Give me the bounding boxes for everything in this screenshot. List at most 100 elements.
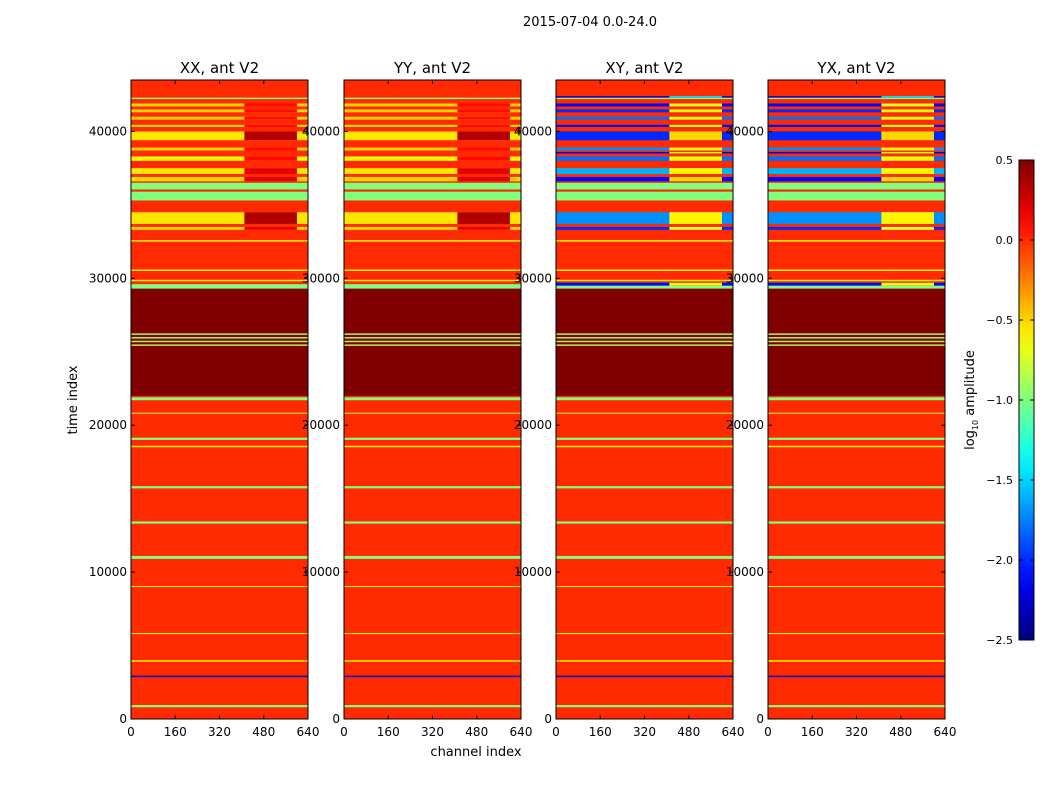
- heatmap-band: [344, 633, 521, 635]
- y-tick-label: 10000: [89, 565, 127, 579]
- heatmap-band: [131, 397, 308, 401]
- colorbar-tick-label: 0.0: [996, 234, 1014, 247]
- heatmap-band: [344, 333, 521, 335]
- heatmap-band-hot-channels: [669, 124, 722, 128]
- heatmap-band-hot-channels: [244, 176, 297, 182]
- y-axis-label: time index: [66, 365, 81, 434]
- x-tick-label: 480: [252, 725, 275, 739]
- heatmap-band-hot-channels: [244, 156, 297, 161]
- heatmap-band: [344, 279, 521, 282]
- y-tick-label: 40000: [302, 124, 340, 138]
- heatmap-band-hot-channels: [457, 226, 510, 230]
- heatmap-band: [768, 437, 945, 440]
- heatmap-band: [768, 282, 945, 286]
- heatmap-band: [768, 344, 945, 346]
- x-tick-label: 480: [889, 725, 912, 739]
- heatmap-band: [768, 147, 945, 151]
- heatmap-band: [131, 675, 308, 678]
- y-tick-label: 30000: [726, 271, 764, 285]
- heatmap-band: [768, 412, 945, 414]
- y-tick-label: 0: [756, 712, 764, 726]
- y-tick-label: 20000: [89, 418, 127, 432]
- heatmap-band: [344, 437, 521, 440]
- heatmap-band: [131, 226, 308, 230]
- heatmap-band: [344, 586, 521, 588]
- heatmap-band: [768, 182, 945, 190]
- heatmap-band: [556, 109, 733, 113]
- heatmap-band: [556, 103, 733, 107]
- heatmap-band: [768, 586, 945, 588]
- y-tick-label: 20000: [514, 418, 552, 432]
- heatmap-band: [344, 226, 521, 230]
- x-tick-label: 160: [164, 725, 187, 739]
- colorbar-tick-label: −1.0: [986, 394, 1013, 407]
- heatmap-band: [344, 156, 521, 161]
- heatmap-band: [556, 97, 733, 100]
- heatmap-band: [344, 147, 521, 151]
- y-tick-label: 10000: [726, 565, 764, 579]
- x-tick-label: 0: [340, 725, 348, 739]
- colorbar-tick-label: −0.5: [986, 314, 1013, 327]
- heatmap-band: [768, 109, 945, 113]
- heatmap-band: [344, 131, 521, 141]
- heatmap-band: [556, 675, 733, 678]
- heatmap-band-hot-channels: [881, 212, 934, 224]
- heatmap-band: [344, 176, 521, 182]
- figure-title: 2015-07-04 0.0-24.0: [523, 15, 657, 30]
- heatmap-band: [344, 397, 521, 401]
- heatmap-band: [131, 344, 308, 346]
- heatmap-band: [556, 437, 733, 440]
- heatmap-band: [131, 279, 308, 282]
- heatmap-band: [768, 333, 945, 335]
- heatmap-band: [344, 124, 521, 128]
- heatmap-band: [344, 412, 521, 414]
- heatmap-band: [344, 97, 521, 100]
- heatmap-band-hot-channels: [457, 176, 510, 182]
- heatmap-band: [556, 182, 733, 190]
- heatmap-band: [768, 226, 945, 230]
- y-tick-label: 20000: [302, 418, 340, 432]
- heatmap-band: [556, 96, 733, 98]
- heatmap-band-hot-channels: [244, 131, 297, 141]
- heatmap-band: [768, 269, 945, 271]
- heatmap-band: [344, 168, 521, 175]
- heatmap-band: [556, 131, 733, 141]
- heatmap-band: [131, 191, 308, 201]
- heatmap-band: [131, 147, 308, 151]
- x-tick-label: 320: [208, 725, 231, 739]
- heatmap-band: [556, 555, 733, 559]
- heatmap-band: [131, 269, 308, 271]
- heatmap-band: [131, 555, 308, 559]
- heatmap-band: [131, 131, 308, 141]
- colorbar-tick-label: −2.5: [986, 634, 1013, 647]
- heatmap-band-hot-channels: [457, 156, 510, 161]
- heatmap-band: [768, 124, 945, 128]
- heatmap-band: [344, 284, 521, 289]
- heatmap-band: [131, 284, 308, 289]
- heatmap-band: [556, 240, 733, 242]
- colorbar-tick-label: −2.0: [986, 554, 1013, 567]
- panel-0: XX, ant V2 0 160 320 480 640 0 10000 20000 30000 4…: [89, 59, 320, 739]
- heatmap-band: [768, 103, 945, 107]
- heatmap-band-hot-channels: [457, 103, 510, 107]
- heatmap-band: [556, 445, 733, 448]
- heatmap-band: [344, 486, 521, 489]
- heatmap-band: [556, 412, 733, 414]
- heatmap-band-hot-channels: [669, 168, 722, 175]
- heatmap-band: [344, 344, 521, 346]
- heatmap-band: [344, 705, 521, 708]
- heatmap-band: [556, 486, 733, 489]
- heatmap-band: [131, 445, 308, 448]
- heatmap-band: [131, 212, 308, 224]
- heatmap-band: [556, 337, 733, 339]
- heatmap-band: [768, 555, 945, 559]
- heatmap-band: [768, 445, 945, 448]
- heatmap-band: [344, 660, 521, 662]
- heatmap-band-hot-channels: [669, 226, 722, 230]
- x-tick-label: 160: [377, 725, 400, 739]
- panels: XX, ant V2 0 160 320 480 640 0 10000 20000 30000 4…: [89, 59, 957, 739]
- heatmap-band: [131, 97, 308, 100]
- heatmap-band: [556, 344, 733, 346]
- heatmap-band-hot-channels: [244, 124, 297, 128]
- heatmap-band-hot-channels: [457, 147, 510, 151]
